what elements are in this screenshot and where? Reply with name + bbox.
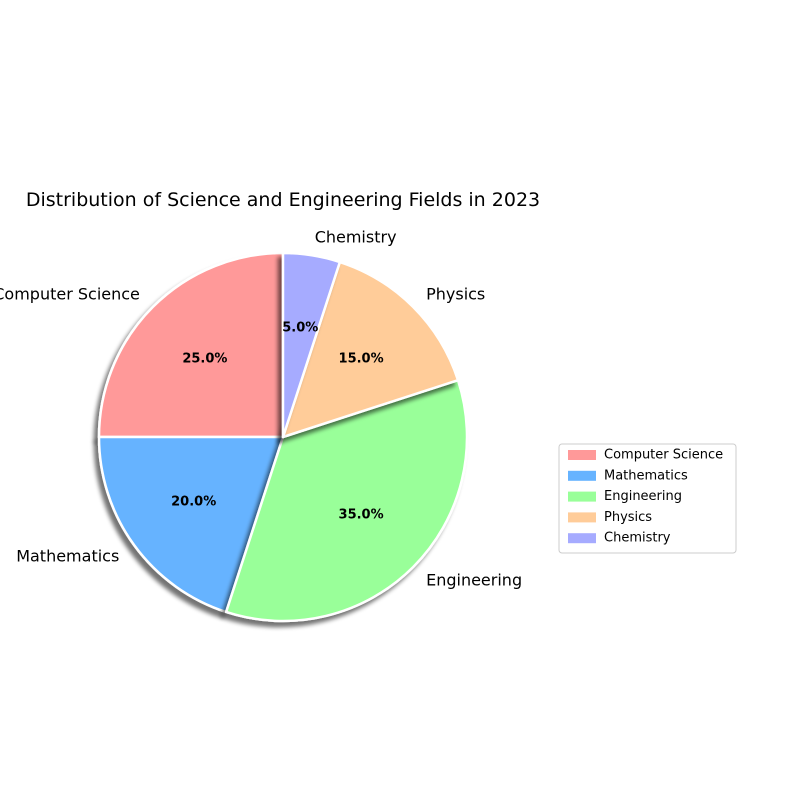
pie-slice-computer-science	[97, 251, 285, 439]
slice-labels: Computer Science Mathematics Engineering Ph…	[0, 228, 522, 590]
legend-label-physics: Physics	[604, 510, 652, 525]
chart-title: Distribution of Science and Engineering …	[26, 189, 540, 211]
legend-swatch-chemistry	[568, 533, 596, 544]
slice-label-physics: Physics	[426, 284, 485, 303]
legend-swatch-computer-science	[568, 450, 596, 460]
slice-label-engineering: Engineering	[426, 571, 522, 590]
legend-label-engineering: Engineering	[604, 489, 682, 504]
pie-slice-engineering	[224, 378, 469, 623]
pie-slice-chemistry	[281, 251, 342, 439]
percent-label-computer-science: 25.0%	[182, 351, 227, 366]
pie-slice-mathematics	[97, 435, 285, 614]
percent-label-engineering: 35.0%	[339, 508, 384, 523]
legend-swatch-mathematics	[568, 470, 596, 481]
legend-label-computer-science: Computer Science	[604, 448, 723, 463]
legend: Computer Science Mathematics Engineering Ph…	[558, 443, 737, 554]
percent-label-mathematics: 20.0%	[171, 494, 216, 509]
percent-label-chemistry: 5.0%	[282, 321, 318, 336]
legend-label-chemistry: Chemistry	[604, 531, 671, 546]
legend-entries: Computer Science Mathematics Engineering Ph…	[568, 448, 723, 546]
percent-labels: 25.0% 20.0% 35.0% 15.0% 5.0%	[171, 321, 384, 523]
legend-frame	[558, 443, 737, 554]
slice-label-computer-science: Computer Science	[0, 284, 140, 303]
slice-label-mathematics: Mathematics	[16, 547, 119, 566]
legend-swatch-physics	[568, 512, 596, 523]
legend-swatch-engineering	[568, 491, 596, 502]
pie-slices	[97, 251, 469, 623]
slice-label-chemistry: Chemistry	[315, 228, 397, 247]
percent-label-physics: 15.0%	[339, 351, 384, 366]
legend-label-mathematics: Mathematics	[604, 468, 688, 483]
